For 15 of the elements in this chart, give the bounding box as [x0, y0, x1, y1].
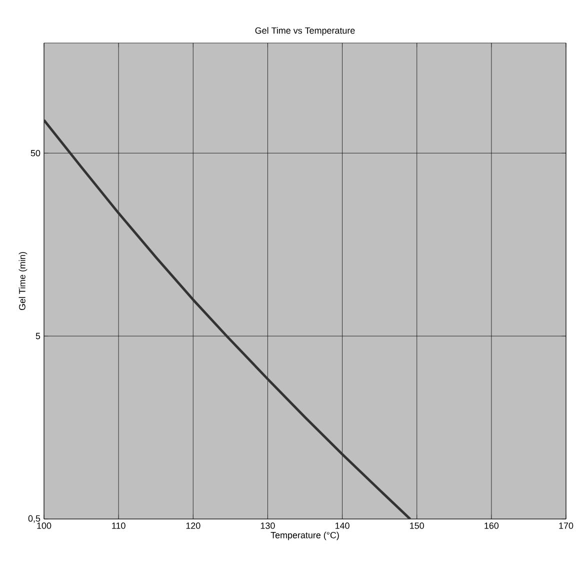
x-tick-label: 100	[37, 522, 52, 529]
line-series	[44, 118, 412, 519]
x-tick-label: 160	[484, 522, 499, 529]
y-tick-label: 0,5	[28, 515, 40, 523]
chart-title: Gel Time vs Temperature	[255, 27, 355, 36]
x-tick-label: 130	[260, 522, 275, 529]
y-tick-label: 50	[30, 150, 40, 156]
x-axis-title: Temperature (°C)	[270, 532, 339, 540]
x-tick-label: 110	[112, 522, 126, 529]
y-axis-title: Gel Time (min)	[18, 252, 28, 310]
x-tick-label: 120	[186, 522, 200, 529]
x-tick-label: 140	[335, 522, 350, 529]
x-tick-label: 170	[559, 522, 574, 529]
y-tick-label: 5	[36, 332, 40, 340]
x-tick-label: 150	[410, 522, 424, 529]
